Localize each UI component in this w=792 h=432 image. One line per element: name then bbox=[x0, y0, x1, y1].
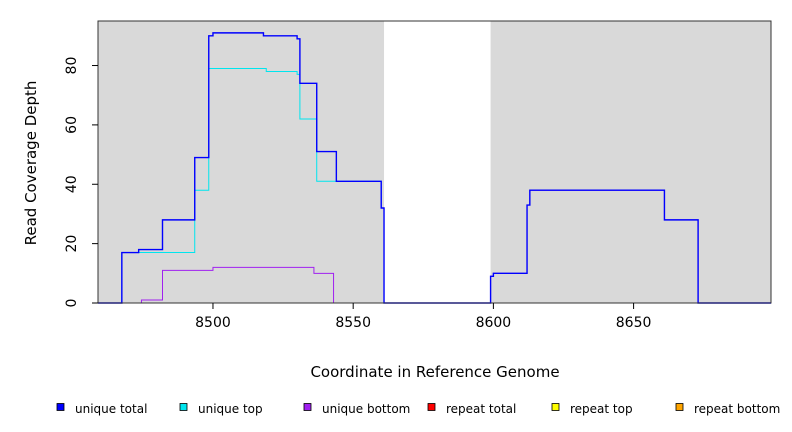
y-tick-label-0: 0 bbox=[64, 299, 80, 308]
series-line-unique-total bbox=[98, 32, 771, 304]
y-tick-label-40: 40 bbox=[64, 175, 80, 193]
legend-swatch-unique-total bbox=[56, 403, 65, 411]
legend-swatch-repeat-top bbox=[551, 403, 560, 411]
y-tick-label-80: 80 bbox=[64, 57, 80, 75]
legend-swatch-repeat-bottom bbox=[675, 403, 684, 411]
legend-label-unique-top: unique top bbox=[198, 402, 263, 416]
y-tick-label-20: 20 bbox=[64, 235, 80, 253]
legend-label-repeat-total: repeat total bbox=[446, 402, 516, 416]
legend: unique total unique top unique bottom repea… bbox=[56, 402, 780, 416]
x-tick-label-8500: 8500 bbox=[195, 315, 231, 331]
shaded-region-0 bbox=[98, 21, 385, 303]
x-tick-label-8550: 8550 bbox=[335, 315, 371, 331]
legend-swatch-repeat-total bbox=[427, 403, 436, 411]
plot-background bbox=[98, 21, 771, 303]
y-axis-title: Read Coverage Depth bbox=[22, 81, 40, 246]
y-axis: 0 20 40 60 80 bbox=[64, 57, 98, 308]
legend-swatch-unique-top bbox=[179, 403, 188, 411]
legend-label-unique-total: unique total bbox=[75, 402, 147, 416]
x-tick-label-8600: 8600 bbox=[476, 315, 512, 331]
x-axis-title: Coordinate in Reference Genome bbox=[310, 363, 559, 381]
y-tick-label-60: 60 bbox=[64, 116, 80, 134]
x-tick-label-8650: 8650 bbox=[616, 315, 652, 331]
x-axis: 8500 8550 8600 8650 bbox=[195, 303, 651, 331]
shaded-region-1 bbox=[490, 21, 771, 303]
legend-label-repeat-bottom: repeat bottom bbox=[694, 402, 780, 416]
legend-swatch-unique-bottom bbox=[303, 403, 312, 411]
plot-frame bbox=[97, 20, 772, 304]
legend-label-repeat-top: repeat top bbox=[570, 402, 633, 416]
legend-label-unique-bottom: unique bottom bbox=[322, 402, 410, 416]
